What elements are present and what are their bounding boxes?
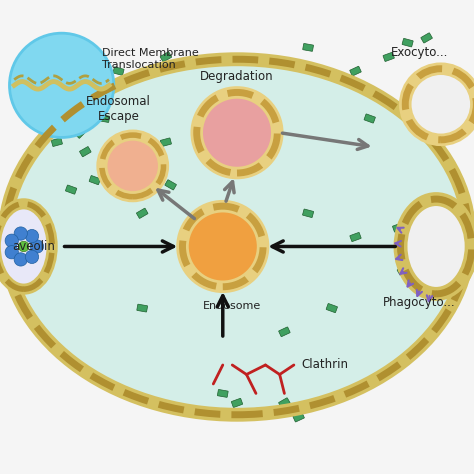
FancyBboxPatch shape <box>212 131 224 139</box>
FancyBboxPatch shape <box>235 251 248 261</box>
FancyBboxPatch shape <box>447 104 458 114</box>
FancyBboxPatch shape <box>279 398 290 408</box>
FancyBboxPatch shape <box>160 138 172 146</box>
Circle shape <box>5 234 18 247</box>
Ellipse shape <box>0 204 52 289</box>
Text: aveolin: aveolin <box>12 240 55 253</box>
Circle shape <box>14 227 27 240</box>
FancyBboxPatch shape <box>364 114 375 123</box>
FancyBboxPatch shape <box>142 157 152 165</box>
Text: Endosome: Endosome <box>203 301 261 311</box>
FancyBboxPatch shape <box>383 52 394 62</box>
FancyBboxPatch shape <box>223 258 237 268</box>
FancyBboxPatch shape <box>137 208 148 219</box>
Circle shape <box>405 69 474 140</box>
Circle shape <box>9 33 114 137</box>
Text: Endosomal
Escape: Endosomal Escape <box>86 95 151 123</box>
Circle shape <box>25 250 38 264</box>
FancyBboxPatch shape <box>65 90 77 100</box>
FancyBboxPatch shape <box>132 150 143 158</box>
FancyBboxPatch shape <box>215 117 226 125</box>
FancyBboxPatch shape <box>233 232 246 242</box>
FancyBboxPatch shape <box>32 62 44 71</box>
FancyBboxPatch shape <box>23 76 34 85</box>
FancyBboxPatch shape <box>113 67 124 75</box>
Circle shape <box>14 253 27 266</box>
FancyBboxPatch shape <box>51 138 63 146</box>
FancyBboxPatch shape <box>293 412 304 422</box>
FancyBboxPatch shape <box>65 185 77 194</box>
FancyBboxPatch shape <box>248 117 259 125</box>
FancyBboxPatch shape <box>350 232 361 242</box>
FancyBboxPatch shape <box>137 304 147 312</box>
FancyBboxPatch shape <box>99 115 109 122</box>
FancyBboxPatch shape <box>421 33 432 43</box>
FancyBboxPatch shape <box>411 209 423 218</box>
FancyBboxPatch shape <box>279 327 290 337</box>
FancyBboxPatch shape <box>160 52 172 62</box>
Text: Phagocyto...: Phagocyto... <box>383 296 456 309</box>
FancyBboxPatch shape <box>423 90 435 100</box>
FancyBboxPatch shape <box>123 174 133 182</box>
FancyBboxPatch shape <box>197 246 210 256</box>
Circle shape <box>30 240 44 253</box>
FancyBboxPatch shape <box>89 175 100 185</box>
FancyBboxPatch shape <box>238 147 250 156</box>
FancyBboxPatch shape <box>211 241 225 252</box>
Circle shape <box>18 241 29 252</box>
FancyBboxPatch shape <box>397 265 409 275</box>
FancyBboxPatch shape <box>75 57 86 66</box>
FancyBboxPatch shape <box>165 180 176 190</box>
FancyBboxPatch shape <box>118 155 128 163</box>
FancyBboxPatch shape <box>222 147 233 156</box>
FancyBboxPatch shape <box>302 209 314 218</box>
FancyBboxPatch shape <box>218 390 228 397</box>
Ellipse shape <box>5 59 469 415</box>
Circle shape <box>102 135 164 197</box>
FancyBboxPatch shape <box>61 72 72 80</box>
FancyBboxPatch shape <box>42 95 53 104</box>
FancyBboxPatch shape <box>200 232 213 242</box>
FancyBboxPatch shape <box>216 225 229 235</box>
Ellipse shape <box>401 199 472 294</box>
Text: Clathrin: Clathrin <box>301 358 348 372</box>
FancyBboxPatch shape <box>231 109 243 118</box>
Circle shape <box>25 229 38 243</box>
FancyBboxPatch shape <box>51 53 63 61</box>
FancyBboxPatch shape <box>430 114 442 123</box>
FancyBboxPatch shape <box>207 260 220 271</box>
FancyBboxPatch shape <box>392 223 404 232</box>
Circle shape <box>5 246 18 259</box>
FancyBboxPatch shape <box>248 133 259 142</box>
FancyBboxPatch shape <box>137 172 147 179</box>
Text: Direct Membrane
Translocation: Direct Membrane Translocation <box>102 48 199 70</box>
FancyBboxPatch shape <box>226 244 239 254</box>
FancyBboxPatch shape <box>303 44 313 51</box>
FancyBboxPatch shape <box>402 243 413 250</box>
Circle shape <box>197 92 277 173</box>
FancyBboxPatch shape <box>402 38 413 47</box>
Text: Degradation: Degradation <box>200 70 274 83</box>
FancyBboxPatch shape <box>84 86 96 94</box>
FancyBboxPatch shape <box>326 303 337 313</box>
FancyBboxPatch shape <box>80 146 91 157</box>
FancyBboxPatch shape <box>75 127 86 138</box>
Circle shape <box>182 206 263 287</box>
FancyBboxPatch shape <box>231 128 243 137</box>
FancyBboxPatch shape <box>350 66 361 76</box>
FancyBboxPatch shape <box>440 84 451 91</box>
Text: Exocyto...: Exocyto... <box>391 46 448 59</box>
FancyBboxPatch shape <box>231 398 243 408</box>
FancyBboxPatch shape <box>255 408 266 417</box>
